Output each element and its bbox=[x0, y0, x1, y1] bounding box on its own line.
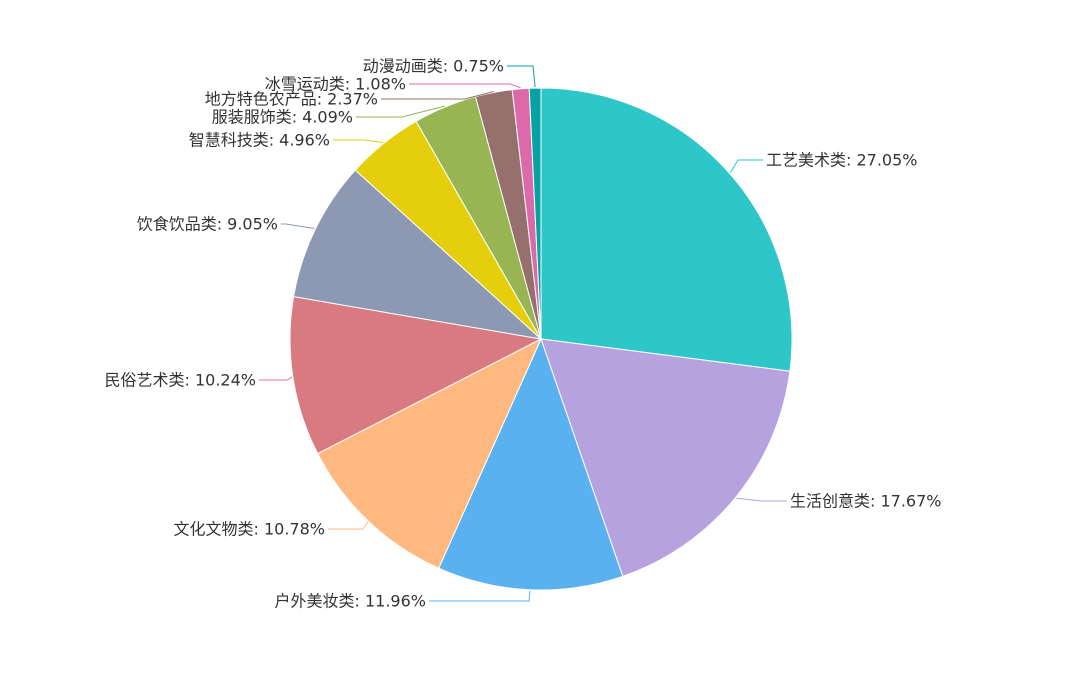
slice-1-label: 工艺美术类: 27.05% bbox=[766, 151, 918, 170]
slice-9-leader-line bbox=[381, 91, 494, 100]
slice-2-leader-line bbox=[736, 497, 787, 502]
slice-7-leader-line bbox=[333, 139, 384, 144]
slice-3-leader-line bbox=[429, 590, 531, 602]
slice-10-leader-line bbox=[409, 83, 521, 89]
slice-11-leader-line bbox=[507, 65, 536, 88]
slice-6-label: 饮食饮品类: 9.05% bbox=[137, 215, 278, 234]
slice-4-leader-line bbox=[328, 521, 369, 530]
slice-10-label: 冰雪运动类: 1.08% bbox=[265, 75, 406, 94]
slice-1-wedge[interactable] bbox=[540, 87, 793, 372]
slice-6-wedge[interactable] bbox=[293, 169, 543, 340]
slice-11-label: 动漫动画类: 0.75% bbox=[363, 57, 504, 76]
slice-8-leader-line bbox=[356, 105, 445, 118]
slice-2-wedge[interactable] bbox=[540, 338, 791, 577]
slice-9-label: 地方特色农产品: 2.37% bbox=[205, 90, 378, 109]
slice-5-wedge[interactable] bbox=[289, 296, 543, 455]
slice-5-label: 民俗艺术类: 10.24% bbox=[105, 371, 257, 390]
slice-labels: 工艺美术类: 27.05% 生活创意类: 17.67% 户外美妆类: 11.96% 文… bbox=[105, 57, 942, 611]
slice-11-wedge[interactable] bbox=[528, 87, 542, 340]
pie-slices bbox=[289, 87, 793, 591]
slice-5-leader-line bbox=[259, 376, 293, 381]
slice-4-label: 文化文物类: 10.78% bbox=[174, 520, 326, 539]
slice-6-leader-line bbox=[281, 223, 315, 229]
slice-3-label: 户外美妆类: 11.96% bbox=[275, 592, 427, 611]
slice-1-leader-line bbox=[729, 159, 763, 173]
label-leader-lines bbox=[259, 65, 787, 602]
slice-7-label: 智慧科技类: 4.96% bbox=[189, 131, 330, 150]
slice-4-wedge[interactable] bbox=[316, 337, 543, 569]
slice-2-label: 生活创意类: 17.67% bbox=[790, 492, 942, 511]
slice-8-label: 服装服饰类: 4.09% bbox=[212, 108, 353, 127]
slice-3-wedge[interactable] bbox=[438, 337, 624, 591]
